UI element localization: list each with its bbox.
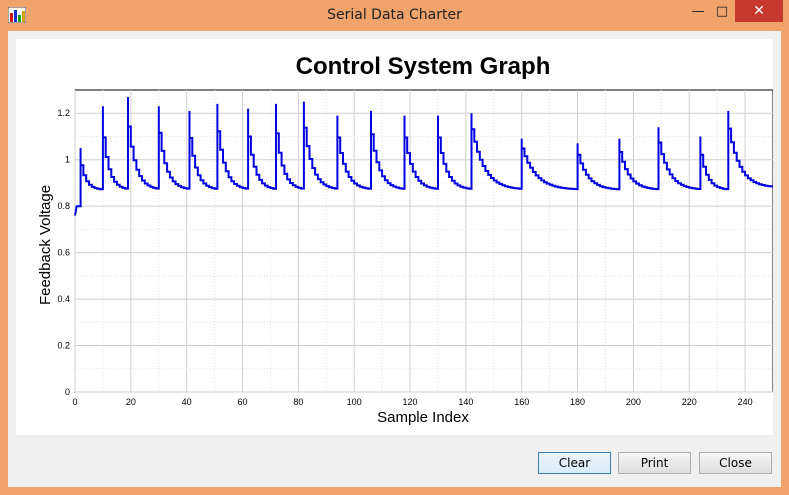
minimize-icon[interactable]: —	[691, 3, 705, 19]
chart-app-icon[interactable]	[8, 7, 26, 23]
close-icon[interactable]: ✕	[735, 0, 783, 22]
x-tick-label: 160	[514, 397, 529, 407]
y-tick-label: 0	[65, 387, 70, 397]
x-tick-label: 120	[403, 397, 418, 407]
x-tick-label: 200	[626, 397, 641, 407]
x-tick-label: 20	[126, 397, 136, 407]
series-line	[74, 97, 773, 216]
x-axis-label: Sample Index	[377, 409, 469, 426]
plot-frame	[74, 89, 773, 393]
clear-button[interactable]: Clear	[538, 452, 611, 474]
window-title: Serial Data Charter	[327, 7, 462, 23]
y-tick-label: 0.8	[57, 201, 70, 211]
close-button[interactable]: Close	[699, 452, 772, 474]
x-tick-label: 220	[682, 397, 697, 407]
grid	[74, 89, 773, 393]
x-tick-label: 40	[182, 397, 192, 407]
chart-title: Control System Graph	[296, 53, 551, 80]
plot-area	[74, 97, 773, 216]
y-tick-label: 0.2	[57, 341, 70, 351]
x-tick-label: 60	[238, 397, 248, 407]
y-tick-label: 1.2	[57, 108, 70, 118]
y-tick-label: 0.6	[57, 248, 70, 258]
x-tick-label: 100	[347, 397, 362, 407]
y-tick-label: 0.4	[57, 294, 70, 304]
x-tick-label: 140	[458, 397, 473, 407]
tick-labels: 0 20 40 60 80 100 120 140 160 180 200 220 240 0 0.2 0.4…	[57, 108, 752, 407]
title-bar[interactable]: Serial Data Charter — □ ✕	[0, 0, 789, 31]
x-tick-label: 0	[72, 397, 77, 407]
x-tick-label: 80	[293, 397, 303, 407]
line-chart: Control System Graph Sample Index Feedba…	[37, 53, 773, 426]
x-tick-label: 240	[738, 397, 753, 407]
y-tick-label: 1	[65, 155, 70, 165]
y-axis-label: Feedback Voltage	[37, 185, 54, 305]
client-area: Control System Graph Sample Index Feedba…	[8, 31, 781, 487]
x-tick-label: 180	[570, 397, 585, 407]
print-button[interactable]: Print	[618, 452, 691, 474]
maximize-icon[interactable]: □	[715, 3, 729, 19]
chart-panel: Control System Graph Sample Index Feedba…	[16, 39, 773, 435]
